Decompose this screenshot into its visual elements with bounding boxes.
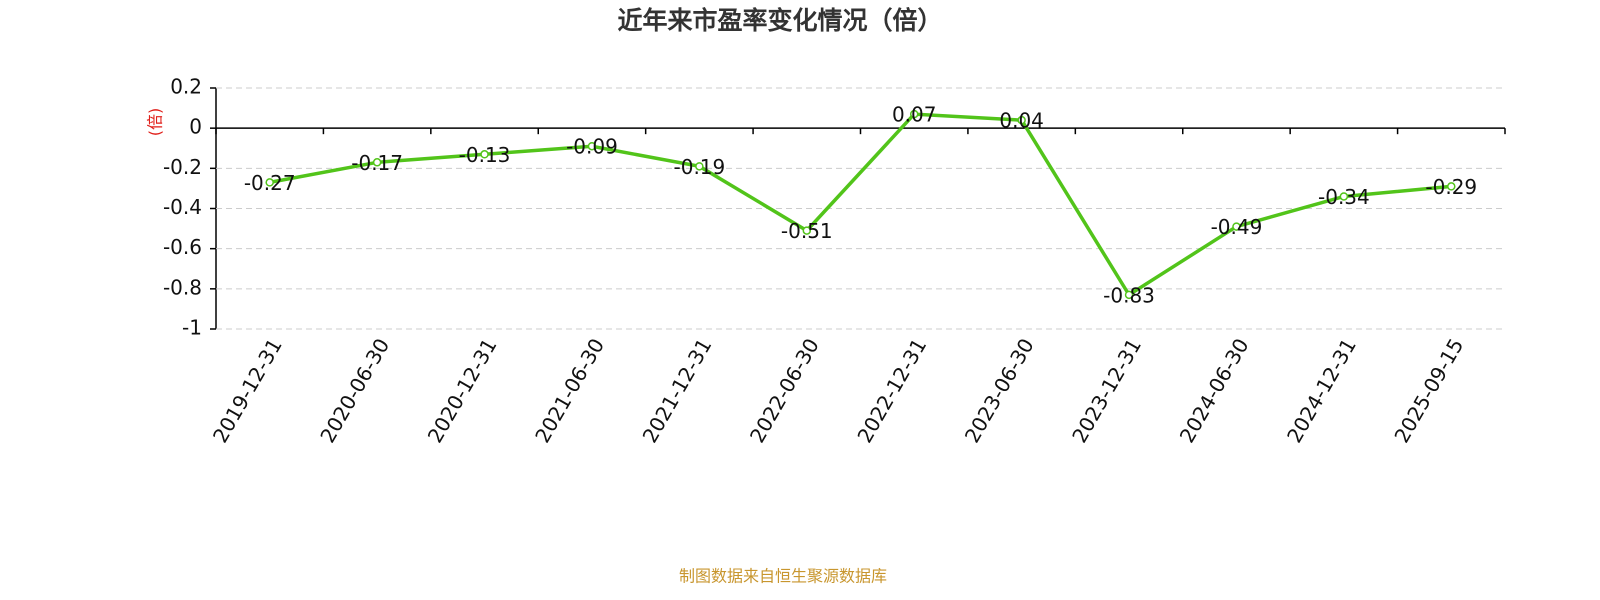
y-tick-label: -0.8 [163, 275, 202, 299]
y-tick-label: -0.2 [163, 155, 202, 179]
y-tick-label: -1 [182, 316, 202, 340]
point [480, 150, 489, 159]
point [1017, 115, 1026, 125]
point [265, 178, 274, 187]
data-label: -0.13 [459, 143, 511, 167]
source-note: 制图数据来自恒生聚源数据库 [679, 567, 887, 586]
point [1232, 222, 1241, 231]
x-tick-label: 2024-06-30 [1175, 334, 1254, 447]
data-label: -0.19 [674, 155, 726, 179]
x-tick-label: 2021-06-30 [530, 334, 609, 447]
data-label: 0.07 [892, 103, 937, 127]
x-tick-label: 2025-09-15 [1389, 334, 1468, 447]
x-tick-label: 2024-12-31 [1282, 334, 1361, 447]
chart-title: 近年来市盈率变化情况（倍） [617, 6, 942, 35]
point [695, 162, 704, 171]
x-tick-label: 2020-12-31 [423, 334, 502, 447]
x-tick-label: 2020-06-30 [315, 334, 394, 447]
data-label: -0.09 [566, 135, 618, 159]
point [587, 141, 597, 151]
data-label: -0.29 [1425, 175, 1477, 199]
x-tick-label: 2023-12-31 [1067, 334, 1146, 447]
data-label: -0.34 [1318, 185, 1370, 209]
data-label: -0.17 [351, 151, 403, 175]
x-tick-label: 2021-12-31 [638, 334, 717, 447]
x-tick-label: 2023-06-30 [960, 334, 1039, 447]
x-tick-label: 2019-12-31 [208, 334, 287, 447]
x-tick-label: 2022-06-30 [745, 334, 824, 447]
y-tick-label: -0.6 [163, 235, 202, 259]
data-label: -0.83 [1103, 283, 1155, 307]
data-label: -0.51 [781, 219, 833, 243]
y-tick-label: -0.4 [163, 195, 202, 219]
point [1447, 182, 1456, 191]
data-label: -0.27 [244, 171, 296, 195]
point [372, 158, 382, 167]
point [802, 226, 812, 235]
point [1124, 290, 1134, 300]
data-label: 0.04 [999, 109, 1044, 133]
y-tick-label: 0.2 [170, 75, 202, 99]
data-label: -0.49 [1211, 215, 1263, 239]
y-tick-label: 0 [189, 115, 202, 139]
y-axis-label: (倍) [146, 108, 165, 137]
x-tick-label: 2022-12-31 [852, 334, 931, 447]
line [269, 112, 1452, 298]
point [909, 109, 919, 119]
point [1339, 192, 1349, 201]
